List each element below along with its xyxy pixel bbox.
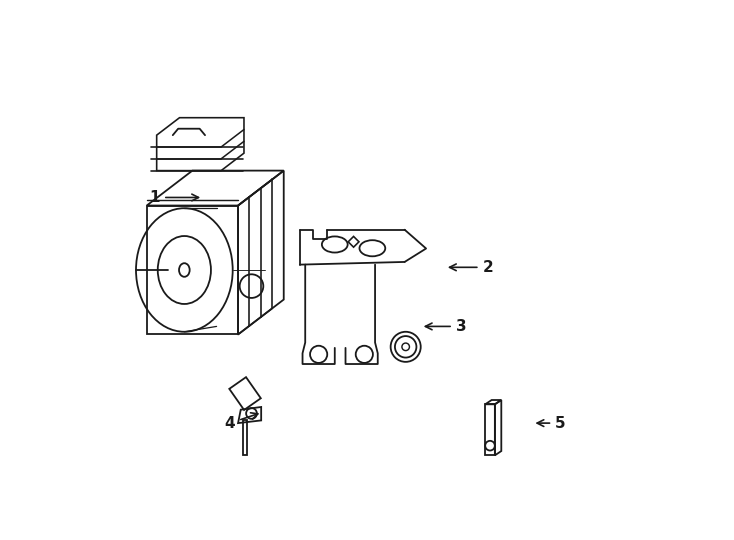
Text: 4: 4	[225, 413, 258, 430]
Text: 3: 3	[426, 319, 466, 334]
Text: 2: 2	[449, 260, 493, 275]
Text: 1: 1	[150, 190, 198, 205]
Text: 5: 5	[537, 416, 566, 430]
